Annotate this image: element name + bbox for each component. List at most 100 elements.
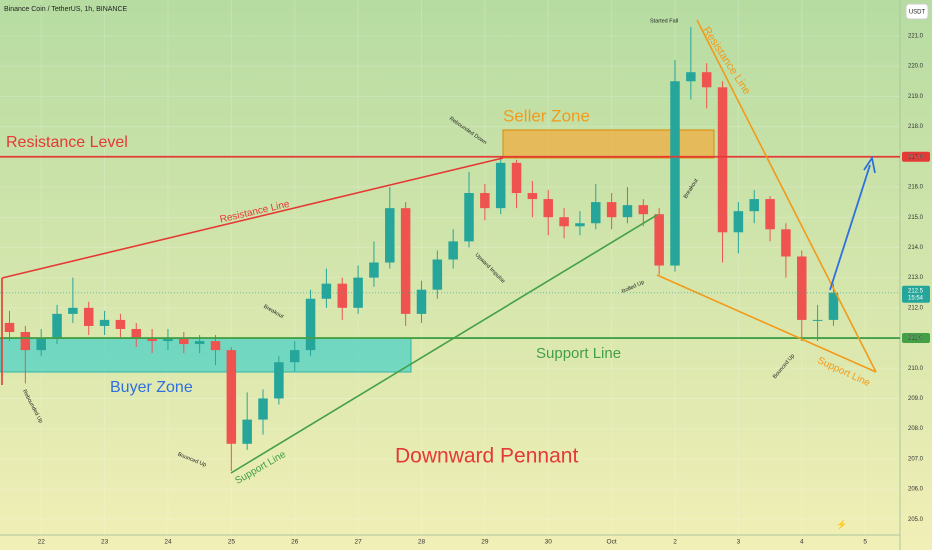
arrow-head (863, 155, 876, 174)
candle-body (385, 208, 395, 263)
candle-body (765, 199, 775, 230)
candle-body (163, 338, 173, 342)
candle-body (52, 313, 62, 339)
trend-line (1, 157, 504, 279)
candle-body (543, 199, 553, 218)
candle-body (83, 307, 94, 326)
x-tick-label: 24 (164, 539, 172, 546)
x-tick-label: 22 (38, 539, 46, 546)
currency-label: USDT (909, 10, 926, 16)
y-tick-label: 216.0 (908, 185, 924, 191)
y-tick-label: 211.0 (908, 336, 923, 342)
candle-body (638, 205, 649, 215)
candle-body (828, 292, 839, 320)
trend-line (656, 274, 877, 373)
trend-line (696, 19, 877, 373)
annotation: Started Fall (650, 18, 678, 24)
trend-line (230, 214, 658, 474)
levels: 217.0 211.0 (0, 151, 930, 344)
candle-body (670, 81, 680, 266)
x-tick-label: Oct (607, 539, 617, 546)
y-tick-label: 206.0 (908, 487, 924, 493)
y-tick-label: 220.0 (908, 64, 924, 70)
candle-body (400, 208, 411, 314)
candle-body (686, 72, 696, 82)
x-tick-label: 27 (354, 539, 362, 546)
current-price-label: 212.5 (908, 288, 924, 294)
y-tick-label: 219.0 (908, 94, 924, 100)
candle-body (622, 205, 633, 218)
candle-body (68, 307, 78, 314)
candle-body (432, 259, 443, 290)
candle-body (781, 229, 791, 257)
x-tick-label: 29 (481, 539, 489, 546)
y-tick-label: 212.0 (908, 305, 924, 311)
candle-body (369, 262, 379, 278)
candle-body (179, 338, 189, 345)
x-tick-label: 4 (800, 539, 804, 546)
y-tick-label: 215.0 (908, 215, 924, 221)
x-tick-label: 30 (545, 539, 553, 546)
candle-body (480, 193, 490, 209)
level-price-label: 217.0 (908, 154, 924, 160)
candle-body (511, 162, 522, 194)
x-tick-label: 3 (737, 539, 741, 546)
level-name: Resistance Level (6, 134, 128, 151)
candle-body (99, 319, 110, 326)
symbol-title: Binance Coin / TetherUS, 1h, BINANCE (4, 6, 128, 13)
annotation: Seller Zone (503, 106, 590, 125)
y-tick-label: 213.0 (908, 275, 924, 281)
buyer-zone (0, 337, 412, 373)
level-price-label: 211.0 (908, 336, 923, 342)
x-tick-label: 28 (418, 539, 426, 546)
candle-body (4, 322, 15, 332)
candle-body (559, 217, 569, 227)
candle-body (147, 338, 157, 342)
candle-body (812, 319, 823, 321)
level-price-tag (902, 333, 930, 344)
candle-body (115, 319, 126, 329)
y-tick-label: 205.0 (908, 517, 924, 523)
y-tick-label: 210.0 (908, 366, 924, 372)
candle-body (321, 283, 332, 299)
x-tick-label: 2 (673, 539, 677, 546)
candle-body (210, 341, 221, 351)
candle-body (733, 211, 744, 233)
x-tick-label: 5 (863, 539, 867, 546)
icon: ⚡ (836, 518, 847, 530)
seller-zone (502, 129, 715, 159)
candle-body (131, 328, 142, 339)
projection-arrow (829, 164, 871, 291)
candle-body (717, 87, 728, 233)
candle-body (305, 298, 316, 351)
y-tick-label: 214.0 (908, 245, 924, 251)
x-tick-label: 23 (101, 539, 109, 546)
annotation: Downward Pennant (395, 445, 578, 468)
candle-body (749, 199, 759, 212)
candle-body (464, 193, 474, 242)
currency-button[interactable] (905, 3, 929, 20)
candle-body (258, 398, 268, 420)
candle-body (797, 256, 807, 320)
candle-body (353, 277, 363, 308)
candle-body (289, 350, 300, 363)
annotation: Buyer Zone (110, 379, 193, 396)
candle-body (20, 331, 31, 351)
y-tick-label: 209.0 (908, 396, 924, 402)
y-tick-label: 221.0 (908, 34, 924, 40)
candle-body (448, 241, 458, 260)
candle-body (36, 338, 46, 351)
level-price-tag (902, 151, 930, 162)
candle-body (606, 202, 617, 218)
candle-body (226, 350, 237, 444)
candle-body (591, 202, 601, 224)
candle-body (575, 223, 585, 227)
countdown-label: 15:54 (908, 295, 924, 301)
candle-body (194, 341, 205, 345)
current-price-tag (902, 285, 930, 303)
x-tick-label: 25 (228, 539, 236, 546)
candle-body (701, 72, 712, 88)
y-tick-label: 207.0 (908, 456, 924, 462)
